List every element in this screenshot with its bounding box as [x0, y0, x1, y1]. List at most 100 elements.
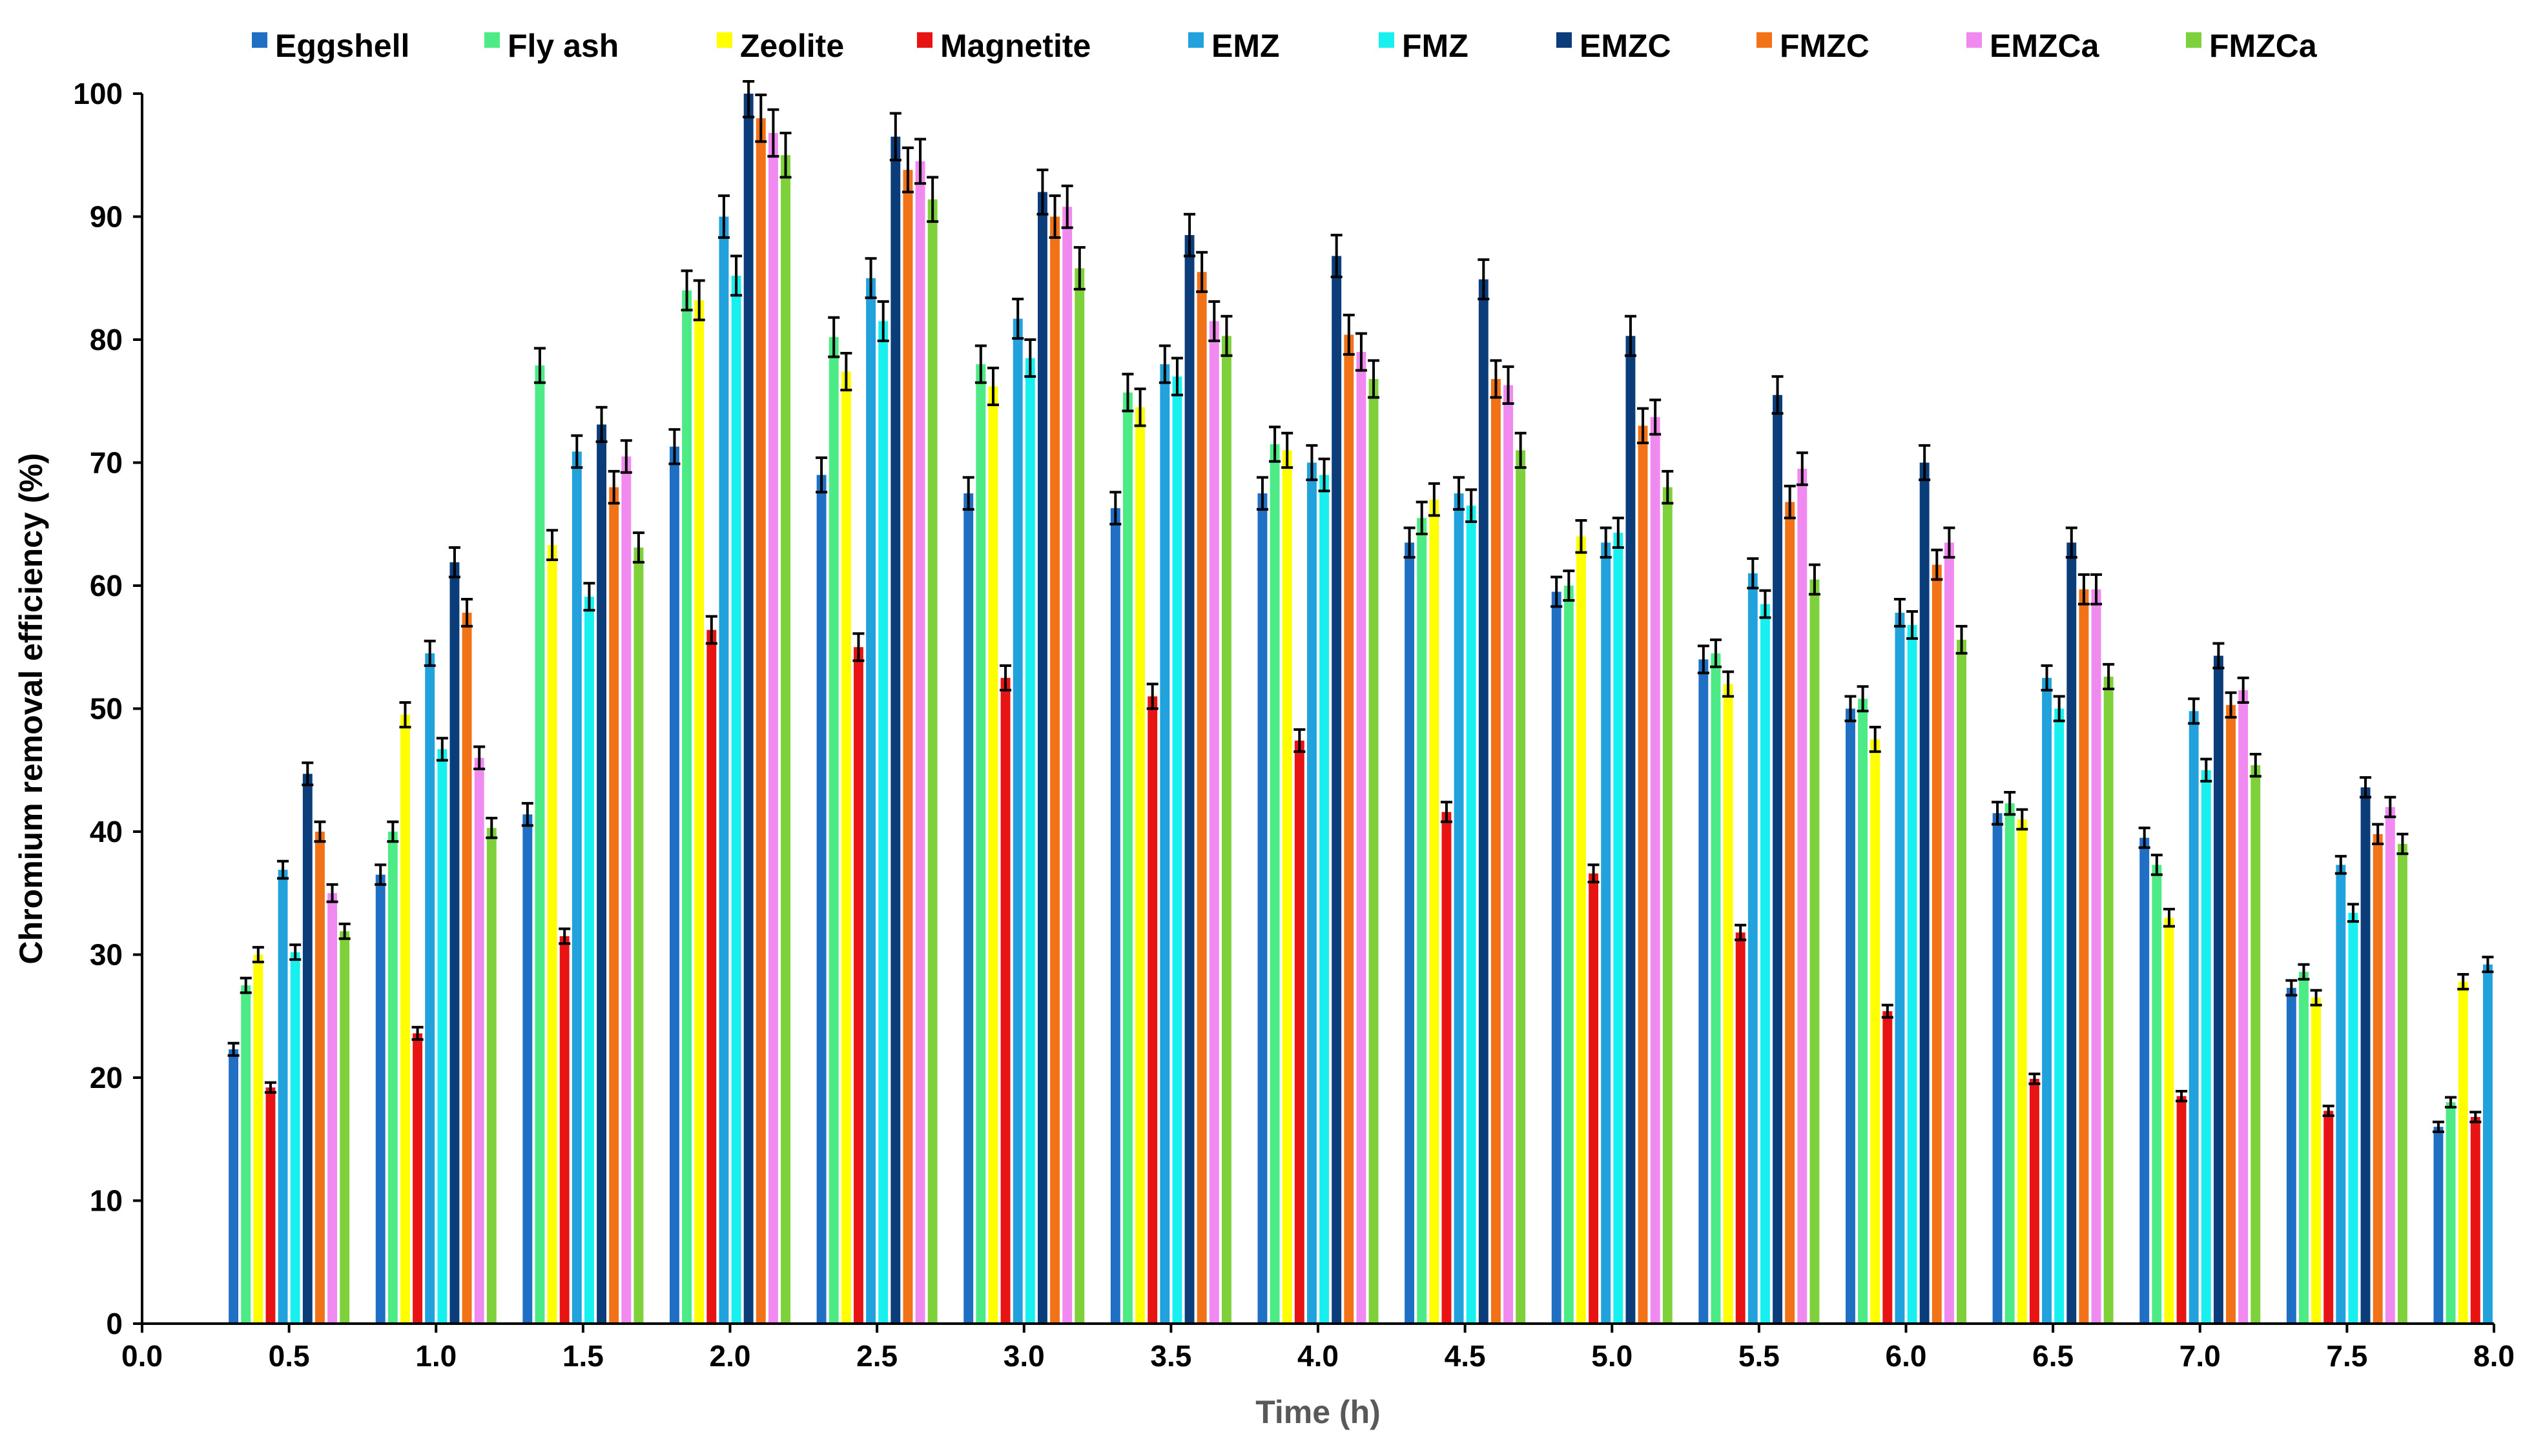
- bar: [1417, 518, 1427, 1324]
- bar: [1698, 659, 1709, 1324]
- x-axis-title: Time (h): [1255, 1394, 1381, 1430]
- legend-label: FMZCa: [2209, 28, 2318, 64]
- legend-label: EMZCa: [1990, 28, 2100, 64]
- bar: [1760, 604, 1770, 1324]
- legend-swatch: [484, 32, 500, 48]
- x-tick-label: 6.5: [2032, 1339, 2074, 1373]
- y-tick-label: 80: [90, 323, 123, 356]
- bar: [290, 952, 300, 1324]
- bar: [1490, 378, 1501, 1324]
- bar: [2017, 819, 2027, 1324]
- bar: [265, 1087, 276, 1324]
- y-tick-label: 100: [73, 77, 123, 110]
- bar: [1466, 506, 1476, 1324]
- bar: [2004, 803, 2015, 1324]
- bar: [1221, 336, 1231, 1324]
- bar: [1589, 873, 1599, 1324]
- bar: [1503, 385, 1514, 1324]
- bar: [2470, 1116, 2480, 1324]
- bar: [462, 612, 472, 1324]
- bar: [1037, 192, 1047, 1324]
- x-tick-label: 0.0: [121, 1339, 163, 1373]
- legend-swatch: [1756, 32, 1772, 48]
- bar: [486, 828, 497, 1324]
- bar: [302, 774, 313, 1324]
- bar: [1454, 493, 1464, 1324]
- bar: [387, 832, 398, 1324]
- x-tick-label: 5.5: [1738, 1339, 1780, 1373]
- bar: [2397, 844, 2407, 1324]
- bar: [1662, 487, 1673, 1324]
- bar: [2360, 787, 2371, 1324]
- bar: [2139, 837, 2150, 1324]
- y-tick-label: 40: [90, 815, 123, 848]
- bar: [2054, 708, 2065, 1324]
- bar: [535, 365, 545, 1324]
- y-tick-label: 90: [90, 200, 123, 234]
- bar: [1160, 364, 1170, 1324]
- bar: [1907, 624, 1917, 1324]
- bar: [670, 446, 679, 1324]
- bar: [1075, 268, 1085, 1324]
- legend-swatch: [252, 32, 267, 48]
- legend-label: Eggshell: [275, 28, 409, 64]
- bar: [1858, 699, 1868, 1324]
- bar: [1846, 708, 1855, 1324]
- bar: [1209, 321, 1219, 1324]
- bar: [1050, 216, 1060, 1324]
- bar: [756, 118, 766, 1324]
- bar: [400, 715, 410, 1324]
- x-tick-label: 1.0: [415, 1339, 457, 1373]
- bar: [1332, 256, 1342, 1324]
- y-tick-label: 70: [90, 446, 123, 480]
- bar: [1356, 352, 1366, 1324]
- bar: [547, 545, 557, 1324]
- bar: [853, 647, 863, 1324]
- bar: [597, 424, 607, 1324]
- bar: [1747, 573, 1758, 1324]
- bar: [719, 216, 729, 1324]
- y-axis-title: Chromium removal efficiency (%): [13, 453, 49, 965]
- bar: [2348, 912, 2358, 1324]
- bar: [1723, 684, 1733, 1324]
- bar: [1306, 462, 1317, 1324]
- bar: [1282, 450, 1292, 1324]
- x-tick-label: 7.0: [2179, 1339, 2221, 1373]
- x-tick-label: 3.0: [1004, 1339, 1045, 1373]
- bar: [2176, 1096, 2187, 1324]
- bar: [2446, 1102, 2456, 1324]
- y-tick-label: 0: [106, 1307, 123, 1340]
- bar: [1172, 376, 1182, 1324]
- bar: [976, 364, 986, 1324]
- bar: [2164, 918, 2174, 1324]
- bar: [1785, 502, 1795, 1324]
- bar: [559, 936, 570, 1324]
- bar: [2029, 1078, 2039, 1324]
- x-tick-label: 4.0: [1297, 1339, 1339, 1373]
- bar: [841, 371, 851, 1324]
- bar: [1000, 677, 1011, 1324]
- bar: [621, 456, 632, 1324]
- legend-label: EMZ: [1211, 28, 1280, 64]
- bar: [375, 874, 386, 1324]
- bar: [449, 562, 460, 1324]
- y-tick-label: 50: [90, 692, 123, 726]
- bar: [1013, 318, 1023, 1324]
- bar: [1025, 358, 1035, 1324]
- bar: [963, 493, 974, 1324]
- bar: [1650, 417, 1660, 1324]
- bar: [1773, 395, 1783, 1324]
- bar: [2251, 765, 2261, 1324]
- x-tick-label: 3.5: [1150, 1339, 1191, 1373]
- bar: [1344, 334, 1354, 1324]
- bar: [768, 132, 778, 1324]
- bar: [1931, 564, 1942, 1324]
- bar: [1197, 272, 1207, 1324]
- bar: [229, 1049, 239, 1324]
- bar: [2066, 542, 2077, 1324]
- bar: [2189, 711, 2199, 1324]
- legend-label: Fly ash: [508, 28, 619, 64]
- bar: [1870, 739, 1880, 1324]
- bar: [2103, 676, 2114, 1324]
